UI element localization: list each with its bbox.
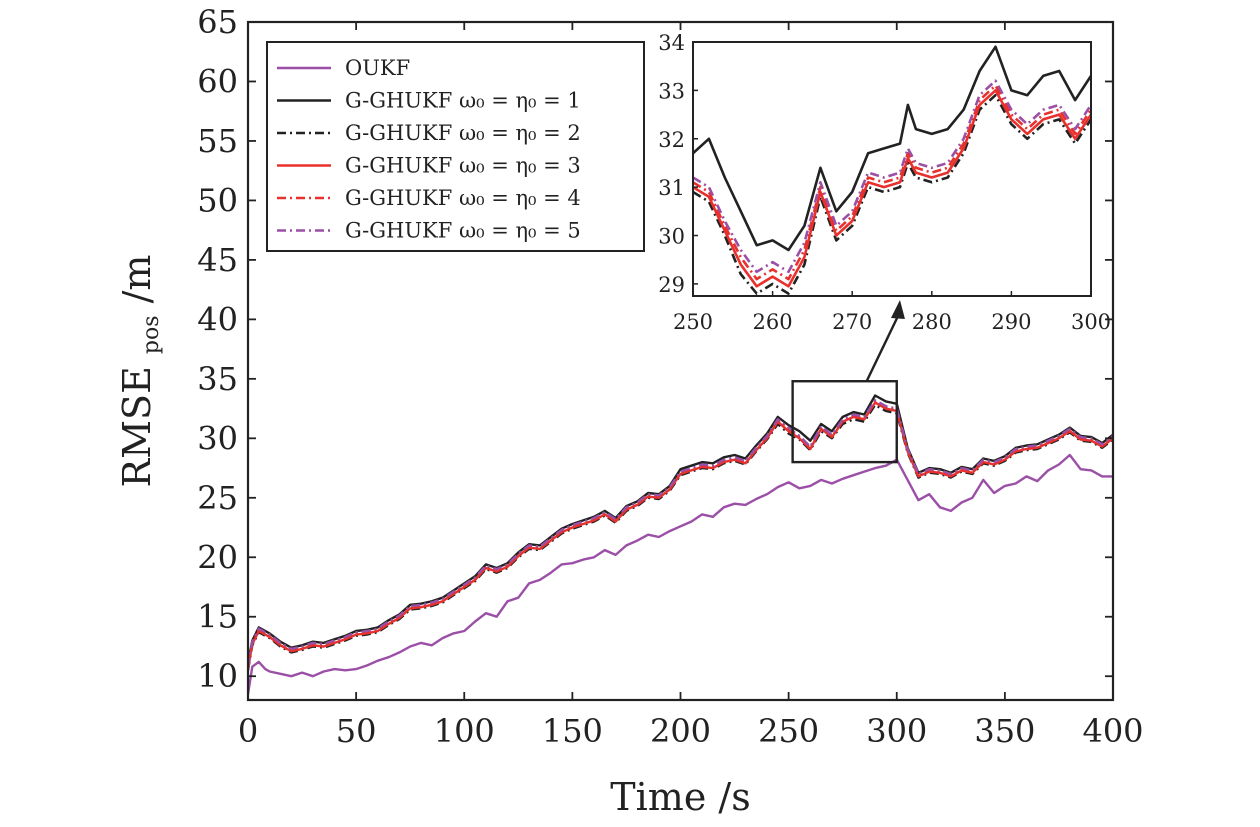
legend-label-1: OUKF: [345, 56, 410, 80]
legend-label-6: G-GHUKF ω₀ = η₀ = 5: [345, 219, 581, 243]
inset-y-tick-label: 32: [658, 128, 685, 152]
series-line-6: [248, 399, 1113, 667]
y-tick-label: 40: [197, 300, 238, 338]
zoom-arrow-head: [890, 300, 905, 319]
x-tick-label: 350: [974, 712, 1035, 750]
y-tick-label: 55: [197, 122, 238, 160]
legend-label-5: G-GHUKF ω₀ = η₀ = 4: [345, 186, 581, 210]
y-tick-label: 60: [197, 62, 238, 100]
x-tick-label: 100: [434, 712, 495, 750]
inset-x-tick-label: 260: [753, 310, 793, 334]
inset-y-tick-label: 31: [658, 176, 685, 200]
inset-x-tick-label: 290: [991, 310, 1031, 334]
inset-y-tick-label: 33: [658, 79, 685, 103]
legend-label-4: G-GHUKF ω₀ = η₀ = 3: [345, 154, 581, 178]
y-tick-label: 45: [197, 241, 238, 279]
inset-y-tick-label: 29: [658, 273, 685, 297]
series-line-1: [248, 453, 1113, 695]
inset-background: [693, 42, 1091, 296]
x-axis-title: Time /s: [610, 775, 750, 819]
main-series-group: [248, 394, 1113, 695]
y-axis-title-unit: /m: [115, 255, 159, 304]
legend-label-3: G-GHUKF ω₀ = η₀ = 2: [345, 121, 581, 145]
zoom-arrow-shaft: [865, 311, 902, 382]
y-tick-label: 25: [197, 479, 238, 517]
inset-series-line-5: [693, 79, 1091, 274]
y-tick-label: 65: [197, 3, 238, 41]
series-line-2: [248, 394, 1113, 665]
x-tick-label: 0: [238, 712, 258, 750]
y-tick-label: 30: [197, 419, 238, 457]
inset-y-tick-label: 30: [658, 225, 685, 249]
inset-x-tick-label: 300: [1071, 310, 1111, 334]
zoom-marker: [791, 300, 905, 464]
x-tick-label: 150: [542, 712, 603, 750]
series-line-4: [248, 401, 1113, 670]
inset-series-line-1: [693, 45, 1091, 252]
inset-frame: [692, 41, 1092, 297]
inset-x-tick-label: 250: [673, 310, 713, 334]
inset-plot: 250 260 270 280 290 300 29 30 31 32 33 34: [658, 31, 1111, 334]
inset-series-line-2: [693, 93, 1091, 295]
y-tick-label: 15: [197, 598, 238, 636]
y-axis-title-main: RMSE: [115, 366, 159, 487]
x-tick-label: 250: [758, 712, 819, 750]
x-tick-label: 400: [1082, 712, 1143, 750]
y-tick-label: 35: [197, 360, 238, 398]
x-tick-label: 300: [866, 712, 927, 750]
legend-box: [266, 41, 645, 252]
legend: OUKF G-GHUKF ω₀ = η₀ = 1 G-GHUKF ω₀ = η₀ =…: [266, 41, 645, 252]
inset-series-line-4: [693, 84, 1091, 281]
x-tick-label: 200: [650, 712, 711, 750]
inset-series-group: [693, 45, 1091, 295]
inset-x-tick-label: 270: [832, 310, 872, 334]
inset-x-tick-label: 280: [912, 310, 952, 334]
y-axis-title-subscript: pos: [139, 315, 164, 354]
main-plot-area: [248, 394, 1113, 695]
main-axes: Time /s RMSE pos /m 0 50 100 150 200 250 300 35…: [115, 3, 1144, 819]
x-tick-label: 50: [336, 712, 377, 750]
inset-series-line-3: [693, 89, 1091, 288]
inset-y-tick-label: 34: [658, 31, 685, 55]
y-tick-label: 20: [197, 538, 238, 576]
zoom-box: [791, 380, 898, 464]
y-tick-label: 50: [197, 181, 238, 219]
y-tick-label: 10: [197, 657, 238, 695]
legend-label-2: G-GHUKF ω₀ = η₀ = 1: [345, 89, 581, 113]
y-axis-title: RMSE pos /m: [115, 255, 167, 488]
